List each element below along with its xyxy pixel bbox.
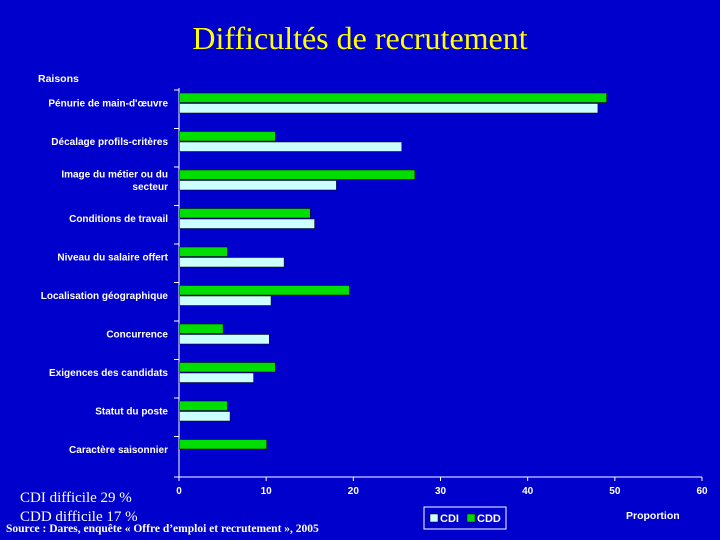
cdd-difficulty-note: CDD difficile 17 %	[20, 509, 138, 525]
x-tick-label: 20	[348, 486, 360, 497]
bar-cdd	[179, 323, 224, 334]
bar-cdi	[179, 103, 599, 114]
legend-box	[423, 506, 507, 530]
x-tick-label: 0	[176, 486, 182, 497]
bar-cdi	[179, 334, 270, 345]
bar-cdd	[179, 131, 276, 142]
category-label: Concurrence	[106, 330, 168, 341]
legend: CDI CDD	[423, 506, 507, 530]
category-label: Exigences des candidats	[49, 368, 168, 379]
y-axis-title: Raisons	[38, 73, 79, 85]
bar-cdd	[179, 92, 607, 103]
page-title: Difficultés de recrutement	[192, 20, 528, 56]
cdi-difficulty-note: CDI difficile 29 %	[20, 490, 132, 506]
category-label: Statut du poste	[95, 407, 168, 418]
legend-swatch-cdi	[429, 513, 439, 523]
category-label: Caractère saisonnier	[69, 445, 168, 456]
x-axis-title: Proportion	[626, 510, 680, 522]
category-label: Conditions de travail	[69, 214, 168, 225]
category-label: Niveau du salaire offert	[57, 253, 168, 264]
bar-cdd	[179, 246, 228, 257]
bar-cdi	[179, 218, 315, 229]
category-label: Décalage profils-critères	[51, 137, 168, 148]
category-label: Pénurie de main-d'œuvre	[48, 99, 168, 110]
bar-cdd	[179, 208, 311, 219]
x-tick-label: 40	[522, 486, 534, 497]
legend-label-cdd: CDD	[477, 513, 501, 525]
category-label: Localisation géographique	[41, 291, 169, 302]
bar-cdd	[179, 439, 267, 450]
bar-cdd	[179, 169, 416, 180]
legend-swatch-cdd	[466, 513, 476, 523]
bar-cdi	[179, 411, 231, 422]
bar-cdi	[179, 180, 337, 191]
legend-label-cdi: CDI	[440, 513, 459, 525]
category-label: Image du métier ou du secteur	[61, 169, 168, 193]
bar-cdd	[179, 285, 350, 296]
x-tick-label: 30	[435, 486, 447, 497]
source-note: Source : Dares, enquête « Offre d’emploi…	[6, 523, 319, 535]
bar-cdd	[179, 362, 276, 373]
bar-cdi	[179, 141, 403, 152]
bar-cdd	[179, 400, 228, 411]
x-tick-label: 60	[696, 486, 708, 497]
x-tick-label: 50	[609, 486, 621, 497]
bar-cdi	[179, 372, 254, 383]
bar-cdi	[179, 257, 285, 268]
bar-cdi	[179, 295, 272, 306]
x-tick-label: 10	[261, 486, 273, 497]
